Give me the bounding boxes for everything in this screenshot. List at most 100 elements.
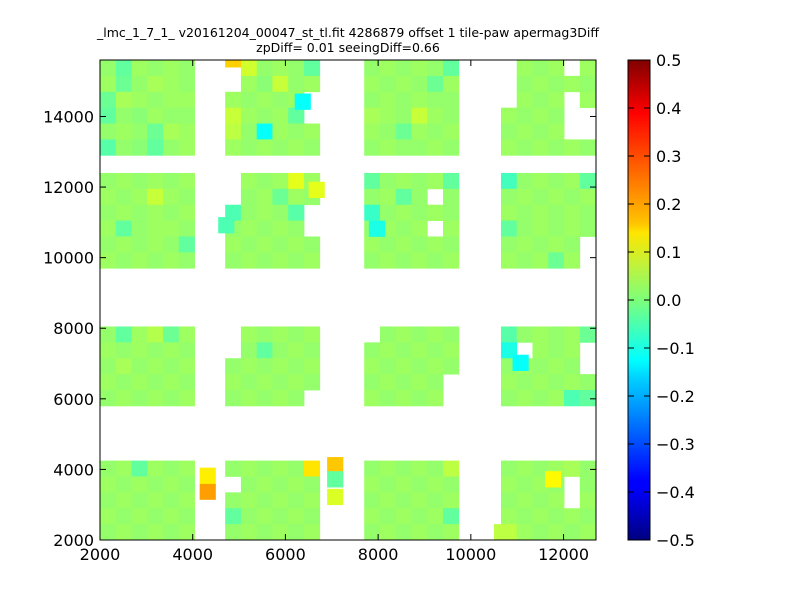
heatmap-cell — [395, 492, 412, 509]
heatmap-cell — [379, 252, 397, 269]
heatmap-cell — [131, 460, 148, 477]
heatmap-cell — [115, 252, 132, 269]
heatmap-cell — [579, 460, 596, 477]
heatmap-cell — [272, 204, 289, 221]
heatmap-cell — [240, 139, 258, 156]
heatmap-cell — [411, 123, 428, 140]
heatmap-cell — [548, 342, 565, 359]
heatmap-cell — [427, 358, 444, 375]
x-tick-label: 10000 — [445, 545, 496, 564]
heatmap-cell — [427, 107, 444, 124]
heatmap-cell — [443, 476, 460, 493]
heatmap-cell — [516, 139, 533, 156]
heatmap-cell — [115, 123, 132, 140]
heatmap-cell — [532, 342, 549, 359]
heatmap-cell — [178, 139, 195, 156]
heatmap-cell — [225, 60, 242, 68]
heatmap-cell — [532, 60, 549, 77]
heatmap-cell — [178, 508, 195, 525]
heatmap-cell — [100, 172, 117, 190]
heatmap-cell — [579, 492, 596, 509]
heatmap-cell — [500, 374, 518, 391]
heatmap-cell — [225, 236, 242, 253]
heatmap-cell — [225, 139, 242, 156]
heatmap-cell — [532, 326, 549, 343]
heatmap-cell — [532, 476, 549, 493]
heatmap-cell — [579, 524, 596, 541]
heatmap-cell — [100, 220, 117, 237]
heatmap-cell — [131, 508, 148, 525]
heatmap-cell — [532, 123, 549, 140]
heatmap-cell — [240, 374, 258, 391]
heatmap-cell — [443, 236, 460, 253]
heatmap-cell — [548, 252, 565, 269]
heatmap-cell — [327, 488, 344, 506]
heatmap-cell — [564, 236, 581, 253]
heatmap-cell — [532, 220, 549, 237]
heatmap-cell — [147, 188, 164, 206]
heatmap-cell — [163, 326, 180, 343]
heatmap-cell — [131, 374, 148, 391]
heatmap-cell — [178, 252, 195, 269]
heatmap-cell — [240, 236, 258, 253]
heatmap-cell — [100, 342, 117, 359]
heatmap-cell — [395, 188, 412, 206]
heatmap-cell — [147, 390, 164, 407]
heatmap-cell — [272, 236, 289, 253]
heatmap-cell — [443, 358, 460, 375]
heatmap-cell — [115, 172, 132, 190]
heatmap-cell — [256, 220, 273, 237]
heatmap-cell — [411, 91, 428, 109]
x-tick-label: 2000 — [80, 545, 121, 564]
heatmap-cell — [532, 204, 549, 221]
heatmap-cell — [500, 252, 518, 269]
heatmap-cell — [443, 220, 460, 237]
colorbar-tick-label: 0.3 — [656, 147, 681, 166]
heatmap-cell — [131, 524, 148, 541]
colorbar-tick-label: 0.4 — [656, 99, 681, 118]
heatmap-cell — [564, 139, 581, 156]
heatmap-cell — [288, 326, 305, 343]
plot-frame — [99, 59, 597, 541]
heatmap-cell — [564, 508, 581, 525]
heatmap-cell — [100, 374, 117, 391]
heatmap-cell — [256, 358, 273, 375]
heatmap-cell — [395, 326, 412, 343]
chart-title-line2: zpDiff= 0.01 seeingDiff=0.66 — [256, 40, 440, 55]
heatmap-cell — [147, 172, 164, 190]
heatmap-cell — [131, 107, 148, 124]
heatmap-cell — [256, 460, 273, 477]
heatmap-cell — [516, 123, 533, 140]
heatmap-cell — [131, 75, 148, 93]
heatmap-cell — [303, 358, 321, 375]
heatmap-cell — [395, 524, 412, 541]
heatmap-cell — [256, 236, 273, 253]
heatmap-cell — [379, 139, 397, 156]
heatmap-cell — [131, 91, 148, 109]
heatmap-cell — [303, 60, 321, 77]
heatmap-cell — [115, 390, 132, 407]
heatmap-cell — [379, 524, 397, 541]
heatmap-cell — [303, 75, 321, 93]
heatmap-cell — [240, 60, 258, 77]
heatmap-cell — [516, 236, 533, 253]
heatmap-cell — [427, 75, 444, 93]
heatmap-cell — [564, 75, 581, 93]
heatmap-cell — [411, 236, 428, 253]
heatmap-cell — [579, 508, 596, 525]
heatmap-cell — [548, 188, 565, 206]
heatmap-cell — [411, 204, 428, 221]
heatmap-cell — [564, 390, 581, 407]
heatmap-cell — [163, 139, 180, 156]
heatmap-cell — [115, 188, 132, 206]
heatmap-cell — [564, 374, 581, 391]
heatmap-cell — [532, 139, 549, 156]
heatmap-cell — [516, 204, 533, 221]
heatmap-cell — [443, 188, 460, 206]
y-tick-label: 14000 — [43, 107, 94, 126]
heatmap-cell — [147, 252, 164, 269]
heatmap-cell — [178, 476, 195, 493]
heatmap-cell — [548, 524, 565, 541]
heatmap-cell — [288, 390, 305, 407]
